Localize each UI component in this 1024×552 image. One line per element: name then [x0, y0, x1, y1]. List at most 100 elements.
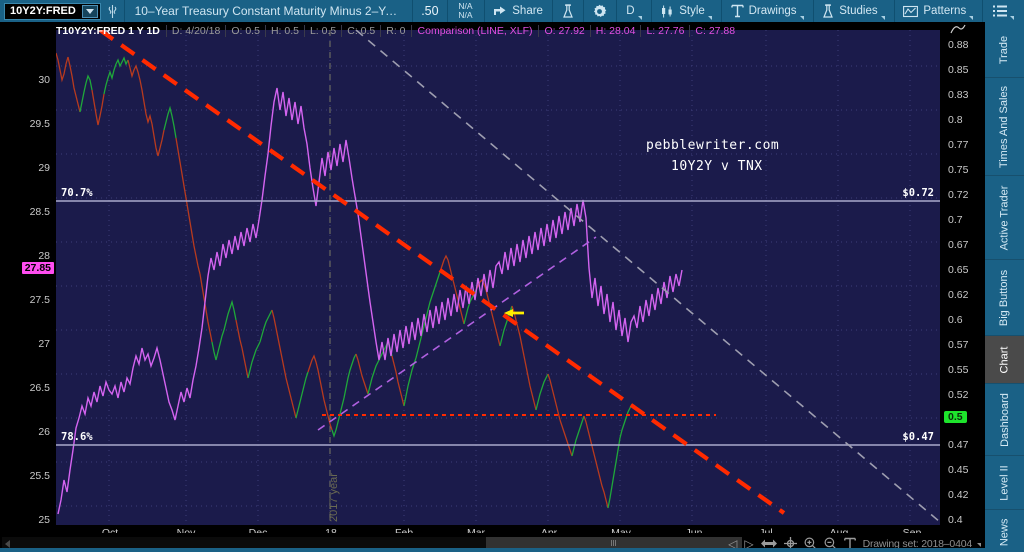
left-tick: 26.5: [29, 382, 50, 394]
chart-info-bar: T10Y2Y:FRED 1 Y 1D D: 4/20/18 O: 0.5 H: …: [56, 24, 740, 38]
pattern-icon: [903, 5, 919, 17]
window-bottom-strip: [0, 548, 1024, 552]
drawing-set-chevron-icon[interactable]: [977, 543, 981, 547]
comparison-close: C: 27.88: [689, 25, 740, 37]
next-arrow-icon[interactable]: ▷: [744, 536, 754, 551]
comparison-low: L: 27.76: [640, 25, 689, 37]
right-tick: 0.8: [948, 114, 963, 126]
comparison-open: O: 27.92: [538, 25, 589, 37]
scrollbar-grip-icon: [611, 540, 617, 546]
list-menu-icon: [992, 5, 1007, 17]
settings-button[interactable]: [583, 0, 616, 23]
prev-arrow-icon[interactable]: ◁: [728, 536, 738, 551]
red-dashed-downtrend-line: [98, 30, 786, 515]
right-tick: 0.77: [948, 139, 969, 151]
drawings-button[interactable]: Drawings: [722, 0, 813, 23]
link-icon[interactable]: [101, 0, 124, 23]
bid-value: N/A: [458, 1, 473, 11]
sidebar-label: Dashboard: [998, 392, 1011, 447]
candle-style-icon: [662, 5, 672, 17]
chevron-down-icon[interactable]: [81, 4, 98, 18]
left-tick: 25: [38, 514, 50, 526]
right-current-price-tag: 0.5: [944, 411, 967, 423]
watermark-line-1: pebblewriter.com: [646, 138, 780, 153]
left-tick: 25.5: [29, 470, 50, 482]
dollar-label-lower: $0.47: [902, 431, 934, 443]
list-menu-button[interactable]: [983, 0, 1024, 23]
info-high: H: 0.5: [264, 25, 304, 37]
sidebar-item-big-buttons[interactable]: Big Buttons: [985, 260, 1024, 336]
sidebar-label: Level II: [998, 464, 1011, 501]
gear-icon: [594, 4, 607, 17]
axis-curve-icon[interactable]: [950, 24, 966, 34]
watermark-line-2: 10Y2Y v TNX: [671, 159, 763, 174]
right-tick: 0.55: [948, 364, 969, 376]
symbol-label: 10Y2Y:FRED: [10, 5, 76, 17]
chart-panel[interactable]: 30 29.5 29 28.5 28 27.5 27 26.5 26 25.5 …: [0, 22, 985, 542]
interval-label: D: [626, 5, 635, 17]
right-tick: 0.88: [948, 39, 969, 51]
sidebar-label: Trade: [998, 35, 1011, 64]
sidebar-label: Chart: [998, 346, 1011, 373]
right-sidebar: Trade Times And Sales Active Trader Big …: [985, 22, 1024, 552]
sidebar-item-live-news[interactable]: Live News: [985, 510, 1024, 552]
info-close: C: 0.5: [341, 25, 380, 37]
right-tick: 0.67: [948, 239, 969, 251]
right-tick: 0.62: [948, 289, 969, 301]
studies-flask-button[interactable]: [553, 0, 583, 23]
crosshair-icon[interactable]: [783, 537, 797, 550]
top-toolbar: 10Y2Y:FRED 10–Year Treasury Constant Mat…: [0, 0, 1024, 23]
right-tick: 0.65: [948, 264, 969, 276]
info-open: O: 0.5: [225, 25, 265, 37]
left-tick: 30: [38, 74, 50, 86]
drawings-label: Drawings: [748, 5, 797, 17]
ask-value: N/A: [458, 10, 473, 20]
gray-dashed-downtrend-line: [355, 30, 940, 523]
studies-button[interactable]: Studies: [813, 0, 893, 23]
sidebar-item-level-ii[interactable]: Level II: [985, 456, 1024, 510]
left-tick: 29: [38, 162, 50, 174]
comparison-high: H: 28.04: [589, 25, 641, 37]
pan-tool-icon[interactable]: [760, 538, 777, 549]
symbol-selector[interactable]: 10Y2Y:FRED: [4, 2, 101, 20]
text-tool-icon: [730, 4, 744, 18]
right-tick: 0.42: [948, 489, 969, 501]
horizontal-scrollbar[interactable]: [2, 537, 742, 549]
patterns-label: Patterns: [923, 5, 967, 17]
share-button[interactable]: Share: [484, 0, 552, 23]
bid-ask-block: N/A N/A: [447, 2, 483, 20]
right-tick: 0.47: [948, 439, 969, 451]
fib-label-lower: 78.6%: [61, 431, 93, 443]
sidebar-item-chart[interactable]: Chart: [985, 336, 1024, 384]
sidebar-item-dashboard[interactable]: Dashboard: [985, 384, 1024, 456]
sidebar-item-times-and-sales[interactable]: Times And Sales: [985, 78, 1024, 176]
right-tick: 0.57: [948, 339, 969, 351]
link-icon-glyph: [108, 4, 117, 18]
left-price-axis[interactable]: 30 29.5 29 28.5 28 27.5 27 26.5 26 25.5 …: [0, 30, 56, 526]
scrollbar-thumb[interactable]: [486, 537, 742, 549]
bottom-status-bar: ◁ ▷ Drawing set: 2018–0404: [0, 533, 985, 552]
style-label: Style: [679, 5, 705, 17]
style-button[interactable]: Style: [651, 0, 721, 23]
right-tick: 0.6: [948, 314, 963, 326]
year-watermark: 2017 year: [328, 473, 340, 522]
price-plot-area[interactable]: pebblewriter.com 10Y2Y v TNX 70.7% 78.6%…: [56, 30, 940, 525]
sidebar-item-trade[interactable]: Trade: [985, 22, 1024, 78]
left-tick: 28.5: [29, 206, 50, 218]
scroll-left-icon[interactable]: [5, 540, 10, 548]
text-tool-icon[interactable]: [843, 537, 856, 550]
last-price: .50: [421, 4, 439, 18]
interval-selector[interactable]: D: [617, 0, 650, 23]
chart-tool-strip: ◁ ▷ Drawing set: 2018–0404: [728, 537, 981, 550]
sidebar-item-active-trader[interactable]: Active Trader: [985, 176, 1024, 260]
left-arrow-marker: [504, 309, 524, 317]
chart-graphics: [56, 30, 940, 525]
dollar-label-upper: $0.72: [902, 187, 934, 199]
patterns-button[interactable]: Patterns: [894, 0, 982, 23]
sidebar-label: Active Trader: [998, 185, 1011, 250]
right-tick: 0.75: [948, 164, 969, 176]
left-tick: 29.5: [29, 118, 50, 130]
right-price-axis[interactable]: 0.88 0.85 0.83 0.8 0.77 0.75 0.72 0.7 0.…: [940, 24, 985, 526]
flask-icon: [823, 3, 834, 18]
